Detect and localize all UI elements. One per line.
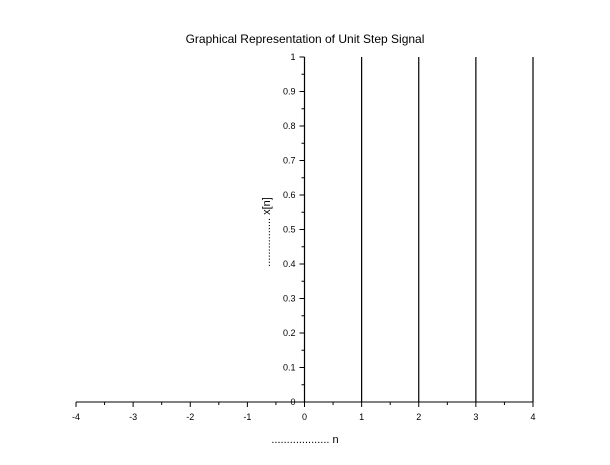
- x-tick-label: 3: [473, 412, 478, 422]
- x-tick-label: 0: [302, 412, 307, 422]
- y-axis-label: ................ x[n]: [261, 197, 273, 267]
- y-tick-label: 0.3: [283, 294, 296, 304]
- x-tick-label: 1: [359, 412, 364, 422]
- y-tick-label: 0.8: [283, 121, 296, 131]
- x-tick-label: 4: [530, 412, 535, 422]
- x-tick-label: -4: [72, 412, 80, 422]
- x-tick-label: -3: [129, 412, 137, 422]
- y-tick-label: 0.5: [283, 225, 296, 235]
- y-tick-label: 0.6: [283, 190, 296, 200]
- stems: [303, 57, 534, 402]
- x-axis-label: ................... n: [271, 434, 338, 446]
- y-tick-label: 0.2: [283, 328, 296, 338]
- axes: -4 -3 -2 -1 0 1 2 3 4 0 0.1 0.2 0.3 0.4 0.5 0.6 0.7 0.8 0.…: [72, 52, 536, 422]
- x-tick-label: -1: [243, 412, 251, 422]
- y-tick-label: 0.1: [283, 363, 296, 373]
- y-tick-label: 0: [290, 397, 295, 407]
- y-tick-label: 0.4: [283, 259, 296, 269]
- y-tick-label: 1: [290, 52, 295, 62]
- y-tick-label: 0.7: [283, 156, 296, 166]
- chart-title: Graphical Representation of Unit Step Si…: [186, 32, 425, 46]
- y-tick-label: 0.9: [283, 87, 296, 97]
- x-tick-label: -2: [186, 412, 194, 422]
- x-tick-label: 2: [416, 412, 421, 422]
